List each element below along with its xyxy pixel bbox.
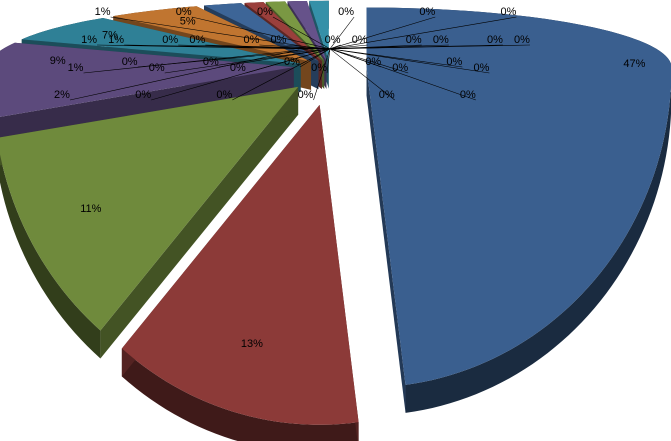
slice-top	[21, 18, 301, 64]
leader-line	[329, 48, 490, 74]
slice-side	[121, 348, 359, 441]
slice	[121, 104, 359, 441]
data-label: 1%	[108, 34, 124, 46]
leader-line	[329, 48, 409, 74]
data-label: 0%	[379, 89, 395, 101]
leader-line	[83, 48, 309, 74]
data-label: 0%	[176, 6, 192, 18]
data-label: 0%	[162, 34, 178, 46]
data-label: 0%	[419, 6, 435, 18]
data-label: 2%	[54, 89, 70, 101]
leader-line	[329, 16, 355, 49]
data-label: 0%	[189, 34, 205, 46]
leader-line	[191, 16, 331, 50]
data-label: 0%	[338, 6, 354, 18]
slice-wall	[366, 67, 406, 413]
data-label: 9%	[50, 55, 66, 67]
leader-line	[329, 16, 517, 50]
data-label: 47%	[623, 58, 645, 70]
leader-line	[205, 44, 331, 50]
leader-line	[259, 44, 331, 50]
leader-line	[137, 48, 331, 68]
data-label: 0%	[243, 34, 259, 46]
slice-top	[265, 1, 325, 61]
slice-top	[366, 7, 671, 385]
data-label: 0%	[473, 62, 489, 74]
slice-top	[0, 42, 294, 117]
data-label: 0%	[392, 62, 408, 74]
leader-line	[329, 16, 436, 50]
data-label: 0%	[325, 34, 341, 46]
data-label: 11%	[80, 203, 101, 215]
data-label: 0%	[433, 34, 449, 46]
data-label: 0%	[230, 62, 246, 74]
slice-side	[0, 154, 101, 359]
data-label: 13%	[241, 338, 263, 350]
leader-line	[299, 48, 331, 68]
leader-line	[69, 49, 300, 101]
leader-line	[326, 48, 331, 74]
leader-line	[329, 44, 368, 50]
leader-line	[329, 44, 531, 50]
data-label: 0%	[311, 62, 327, 74]
slice-top	[0, 86, 299, 331]
leader-line	[272, 16, 331, 50]
data-label: 0%	[298, 89, 314, 101]
data-label: 1%	[95, 6, 111, 18]
leader-line	[218, 48, 331, 68]
slice-wall	[100, 86, 299, 359]
leader-line	[245, 48, 331, 74]
data-label: 1%	[68, 62, 84, 74]
leader-line	[97, 44, 315, 50]
leader-line	[329, 48, 476, 101]
data-label: 0%	[460, 89, 476, 101]
data-label: 7%	[102, 30, 118, 42]
slice-top	[309, 0, 329, 61]
data-label: 0%	[284, 56, 300, 68]
leader-line	[329, 48, 395, 101]
data-label: 1%	[81, 34, 97, 46]
data-label: 0%	[514, 34, 530, 46]
data-label: 0%	[216, 89, 232, 101]
leader-line	[110, 16, 321, 50]
leader-line	[232, 48, 331, 101]
data-label: 0%	[501, 6, 517, 18]
data-label: 0%	[271, 34, 287, 46]
data-label: 0%	[122, 56, 138, 68]
slice-top	[121, 104, 359, 425]
leader-line	[164, 48, 331, 74]
slice	[0, 86, 299, 359]
data-label: 0%	[135, 89, 151, 101]
slice	[366, 7, 671, 413]
data-label: 0%	[446, 56, 462, 68]
data-label: 5%	[180, 16, 196, 28]
data-label: 0%	[406, 34, 422, 46]
data-label: 0%	[487, 34, 503, 46]
data-label: 0%	[257, 6, 273, 18]
leader-line	[313, 48, 331, 101]
leader-line	[329, 48, 463, 68]
data-label: 0%	[203, 56, 219, 68]
data-label: 0%	[149, 62, 165, 74]
leader-line	[286, 44, 331, 50]
